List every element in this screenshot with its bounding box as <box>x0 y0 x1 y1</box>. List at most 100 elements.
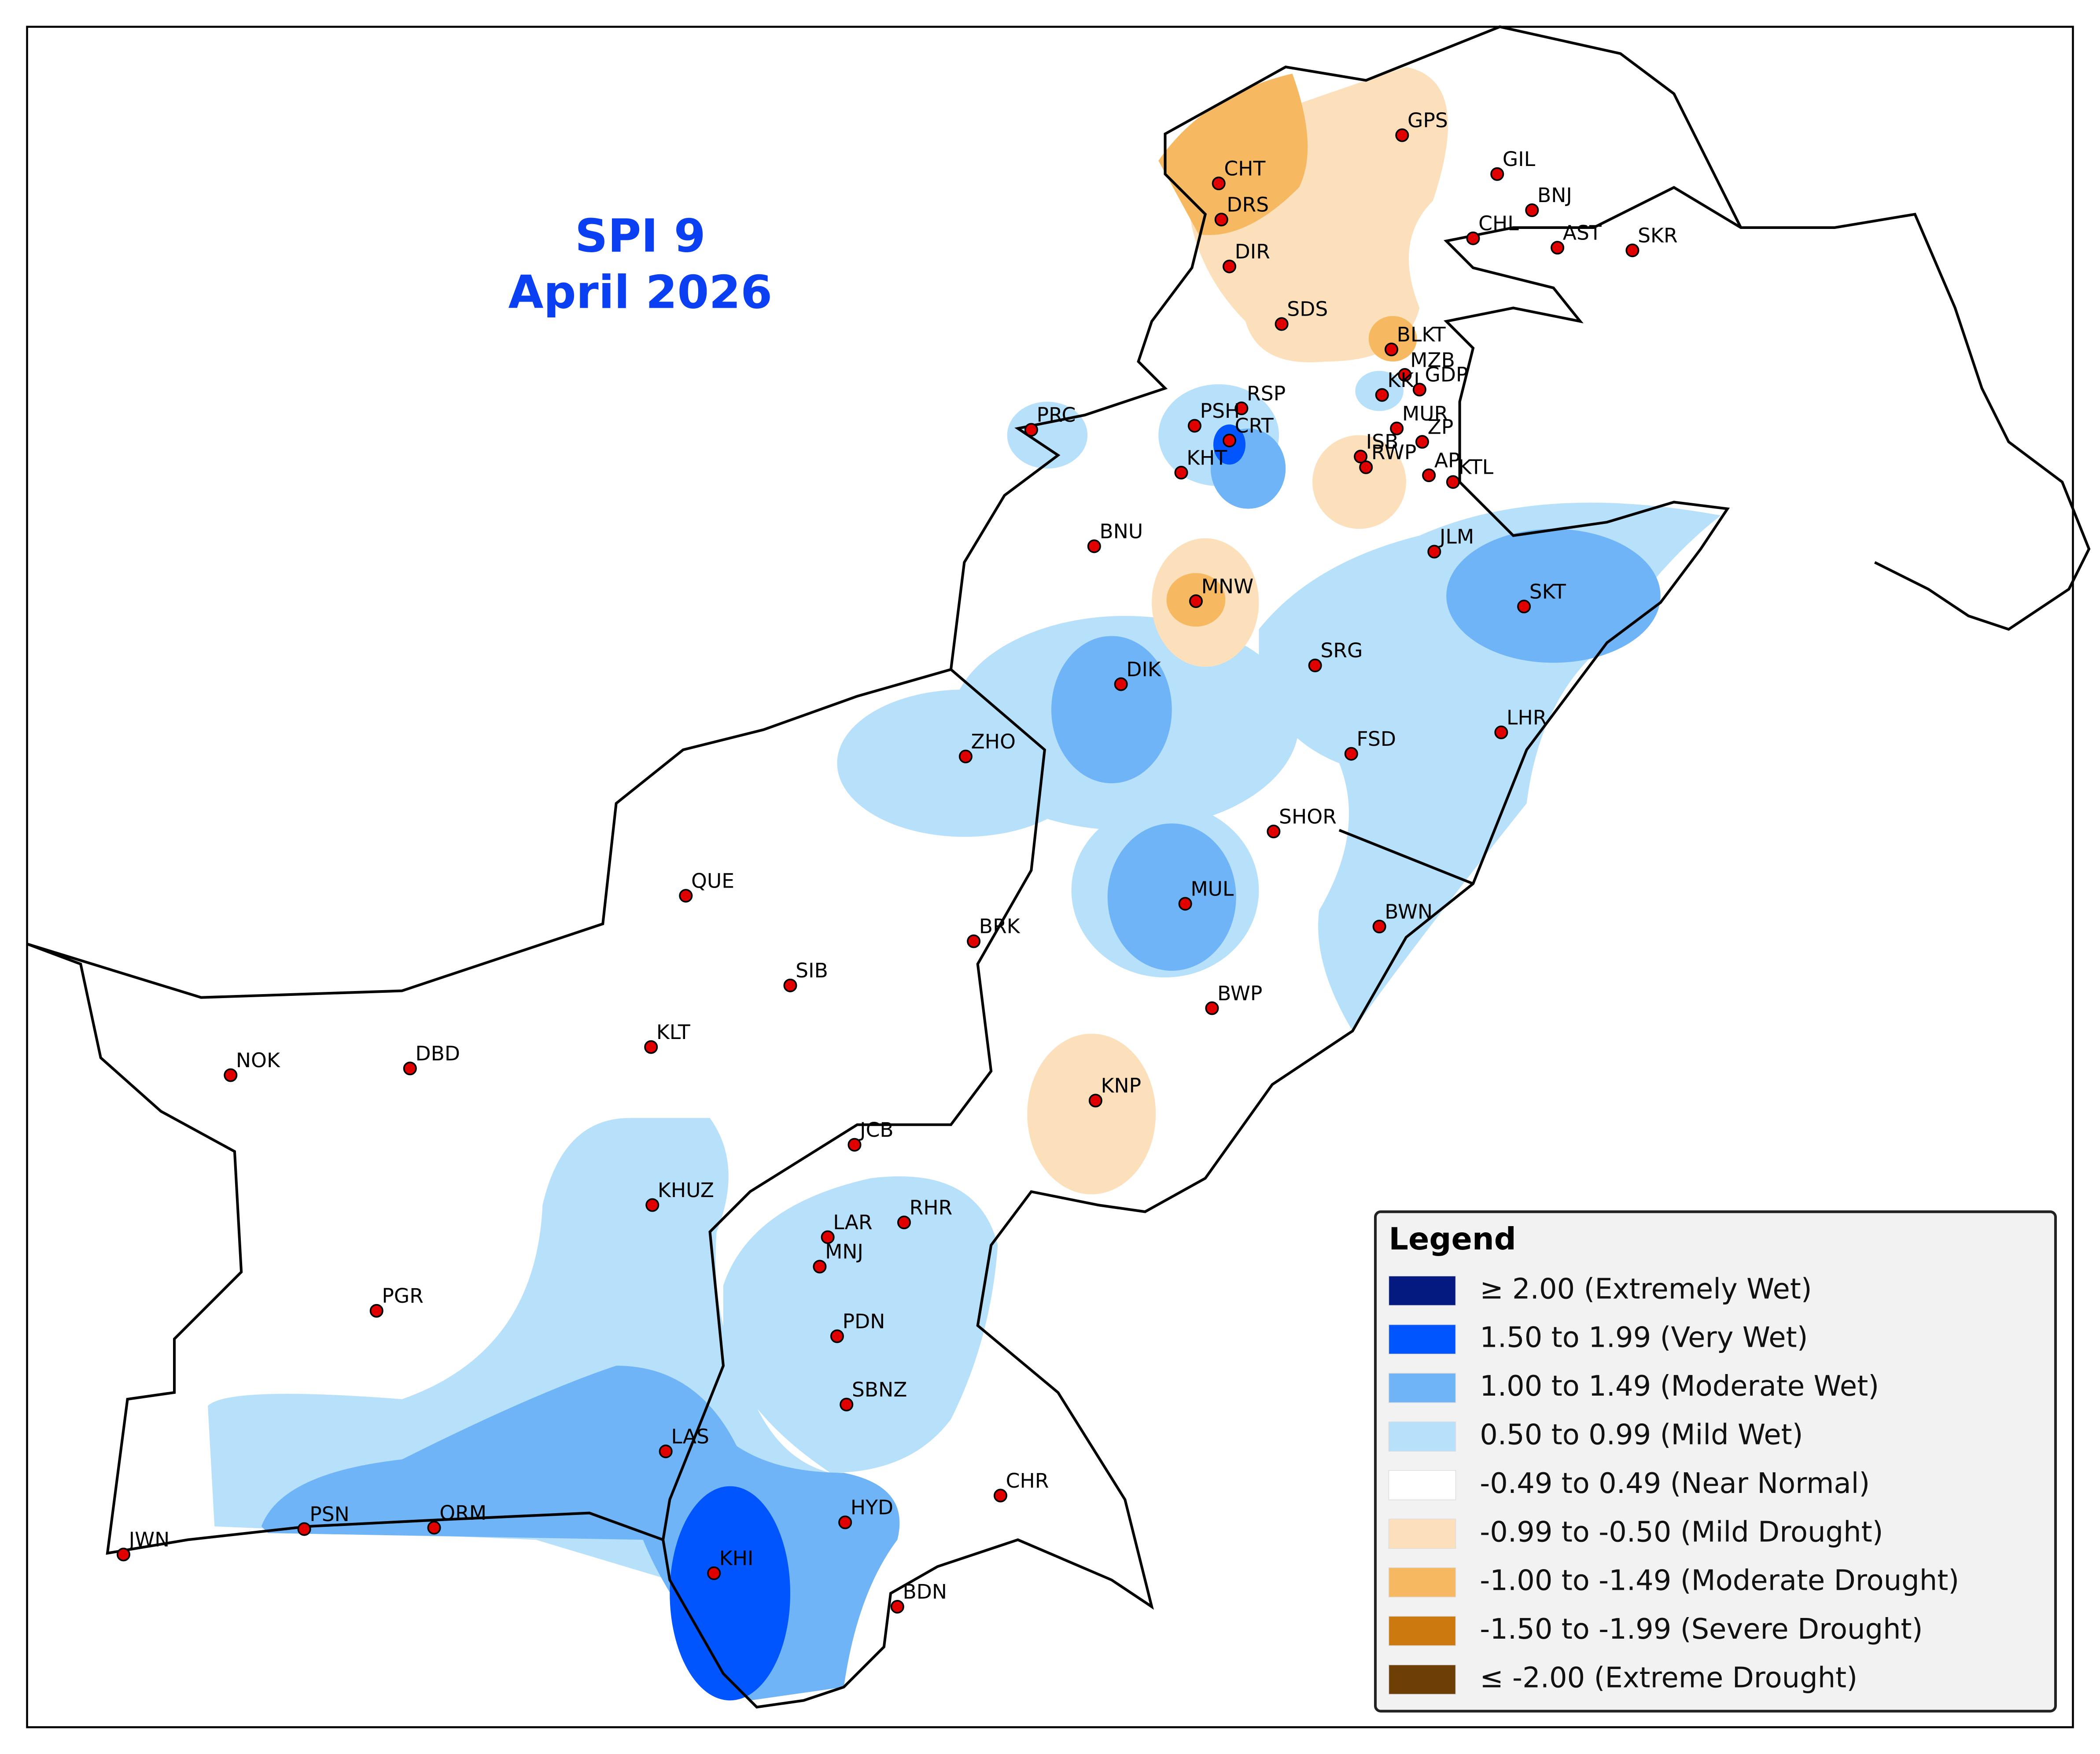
station-dot <box>679 889 693 903</box>
station-label: JCB <box>858 1118 894 1142</box>
region <box>1368 316 1417 362</box>
station-dot <box>830 1329 844 1343</box>
station-label: DRS <box>1227 193 1269 217</box>
region <box>1158 74 1308 235</box>
station-label: MNW <box>1201 575 1254 598</box>
station-dot <box>840 1397 854 1411</box>
station-dot <box>958 749 973 763</box>
station-label: DIK <box>1126 658 1161 681</box>
station-label: RSP <box>1247 382 1286 405</box>
region <box>670 1486 791 1701</box>
station-label: FSD <box>1356 727 1396 751</box>
station-dot <box>1415 435 1429 449</box>
station-dot <box>427 1521 441 1535</box>
station-label: DIR <box>1235 240 1270 263</box>
station-dot <box>1490 167 1504 181</box>
station-dot <box>1189 594 1203 608</box>
station-label: ZHO <box>971 730 1016 753</box>
station-dot <box>1212 177 1226 191</box>
station-dot <box>403 1061 417 1076</box>
station-label: AST <box>1563 221 1602 244</box>
station-dot <box>1178 897 1192 911</box>
legend-box <box>1374 1210 2057 1713</box>
station-dot <box>967 934 981 948</box>
station-label: JWN <box>128 1528 170 1551</box>
station-dot <box>1525 203 1539 217</box>
legend-swatch <box>1388 1373 1456 1403</box>
station-dot <box>645 1198 659 1212</box>
region <box>1051 636 1172 784</box>
station-dot <box>1275 317 1289 331</box>
station-label: SHOR <box>1279 805 1337 828</box>
legend-swatch <box>1388 1567 1456 1598</box>
station-dot <box>1372 920 1386 934</box>
legend-swatch <box>1388 1275 1456 1306</box>
station-dot <box>1398 368 1412 382</box>
station-dot <box>1466 231 1480 245</box>
station-dot <box>1625 243 1639 258</box>
station-dot <box>707 1566 721 1580</box>
station-label: KHUZ <box>658 1179 714 1202</box>
station-dot <box>1395 128 1409 142</box>
station-label: GDP <box>1425 363 1468 387</box>
station-label: SDS <box>1287 298 1328 321</box>
station-label: PRC <box>1037 403 1076 427</box>
station-dot <box>1223 259 1237 273</box>
region <box>723 1176 998 1473</box>
map-title: SPI 9 <box>575 210 706 263</box>
station-label: NOK <box>236 1049 280 1072</box>
region <box>1446 529 1661 663</box>
legend-swatch <box>1388 1518 1456 1549</box>
station-dot <box>1205 1001 1219 1015</box>
spi-regions <box>208 67 1721 1701</box>
station-label: GIL <box>1503 147 1536 171</box>
station-dot <box>1422 468 1436 483</box>
station-label: KLT <box>656 1021 690 1044</box>
legend-swatch <box>1388 1421 1456 1452</box>
station-dot <box>1214 213 1228 227</box>
legend-label: -1.00 to -1.49 (Moderate Drought) <box>1480 1565 1959 1597</box>
station-dot <box>1359 460 1373 474</box>
station-dot <box>1446 475 1460 489</box>
legend-label: ≤ -2.00 (Extreme Drought) <box>1480 1662 1857 1694</box>
station-label: SKR <box>1638 224 1678 247</box>
station-label: JLM <box>1438 525 1474 549</box>
station-dot <box>1344 747 1358 761</box>
legend-swatch <box>1388 1324 1456 1355</box>
legend-label: 1.00 to 1.49 (Moderate Wet) <box>1480 1370 1879 1403</box>
station-label: HYD <box>851 1496 893 1519</box>
legend-swatch <box>1388 1470 1456 1500</box>
station-label: BNJ <box>1537 184 1572 207</box>
station-label: MUR <box>1402 402 1448 425</box>
station-label: BDN <box>903 1580 947 1603</box>
station-dot <box>1087 539 1101 553</box>
station-label: KHT <box>1186 446 1227 469</box>
legend-label: -0.49 to 0.49 (Near Normal) <box>1480 1467 1870 1500</box>
station-label: CRT <box>1235 414 1274 437</box>
station-dot <box>369 1304 383 1318</box>
station-label: MZB <box>1410 348 1455 372</box>
station-label: BWN <box>1385 900 1433 923</box>
legend-swatch <box>1388 1616 1456 1646</box>
station-label: LAR <box>833 1211 872 1234</box>
legend-title: Legend <box>1389 1221 1516 1257</box>
station-label: LAS <box>671 1425 709 1448</box>
station-label: ORM <box>439 1501 486 1525</box>
station-label: RHR <box>910 1196 953 1219</box>
station-label: DBD <box>415 1042 460 1065</box>
station-dot <box>116 1548 130 1562</box>
station-label: SIB <box>796 959 828 982</box>
station-dot <box>813 1260 827 1274</box>
station-label: PSH <box>1200 399 1240 423</box>
station-label: BNU <box>1100 520 1143 543</box>
station-dot <box>1223 434 1237 448</box>
station-dot <box>1187 419 1201 433</box>
station-label: ZP <box>1428 415 1454 438</box>
station-dot <box>993 1489 1007 1503</box>
station-label: CHL <box>1478 212 1519 235</box>
station-label: QUE <box>691 869 734 892</box>
country-outline <box>26 25 2091 1709</box>
station-dot <box>847 1138 862 1152</box>
station-dot <box>783 978 797 992</box>
